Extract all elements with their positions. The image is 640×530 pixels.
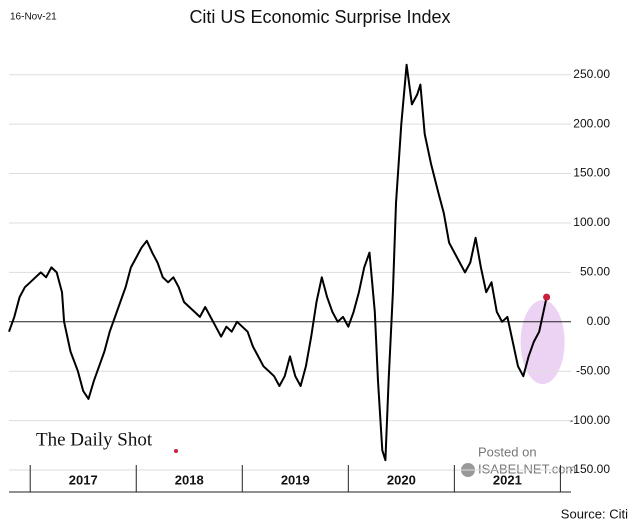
y-tick-label: 100.00 bbox=[573, 215, 610, 229]
y-tick-label: 150.00 bbox=[573, 166, 610, 180]
last-point bbox=[543, 293, 551, 301]
line bbox=[8, 63, 548, 462]
source: Source: Citi bbox=[561, 506, 628, 521]
x-tick-label: 2019 bbox=[281, 472, 310, 487]
highlight-ellipse bbox=[520, 300, 565, 385]
x-tick-label: 2020 bbox=[387, 472, 416, 487]
y-tick-label: -100.00 bbox=[569, 413, 610, 427]
y-tick-label: -50.00 bbox=[576, 363, 610, 377]
y-tick-label: -150.00 bbox=[569, 462, 610, 476]
x-tick-label: 2017 bbox=[69, 472, 98, 487]
brand-dot bbox=[174, 449, 178, 453]
y-tick-label: 250.00 bbox=[573, 67, 610, 81]
watermark: Posted on bbox=[478, 444, 537, 459]
watermark: ISABELNET.com bbox=[478, 461, 576, 476]
y-tick-label: 0.00 bbox=[587, 314, 611, 328]
brand: The Daily Shot bbox=[36, 429, 153, 450]
date-label: 16-Nov-21 bbox=[10, 12, 57, 23]
y-tick-label: 50.00 bbox=[580, 265, 610, 279]
y-tick-label: 200.00 bbox=[573, 116, 610, 130]
x-tick-label: 2021 bbox=[493, 472, 522, 487]
chart-title: Citi US Economic Surprise Index bbox=[189, 7, 450, 27]
x-tick-label: 2018 bbox=[175, 472, 204, 487]
